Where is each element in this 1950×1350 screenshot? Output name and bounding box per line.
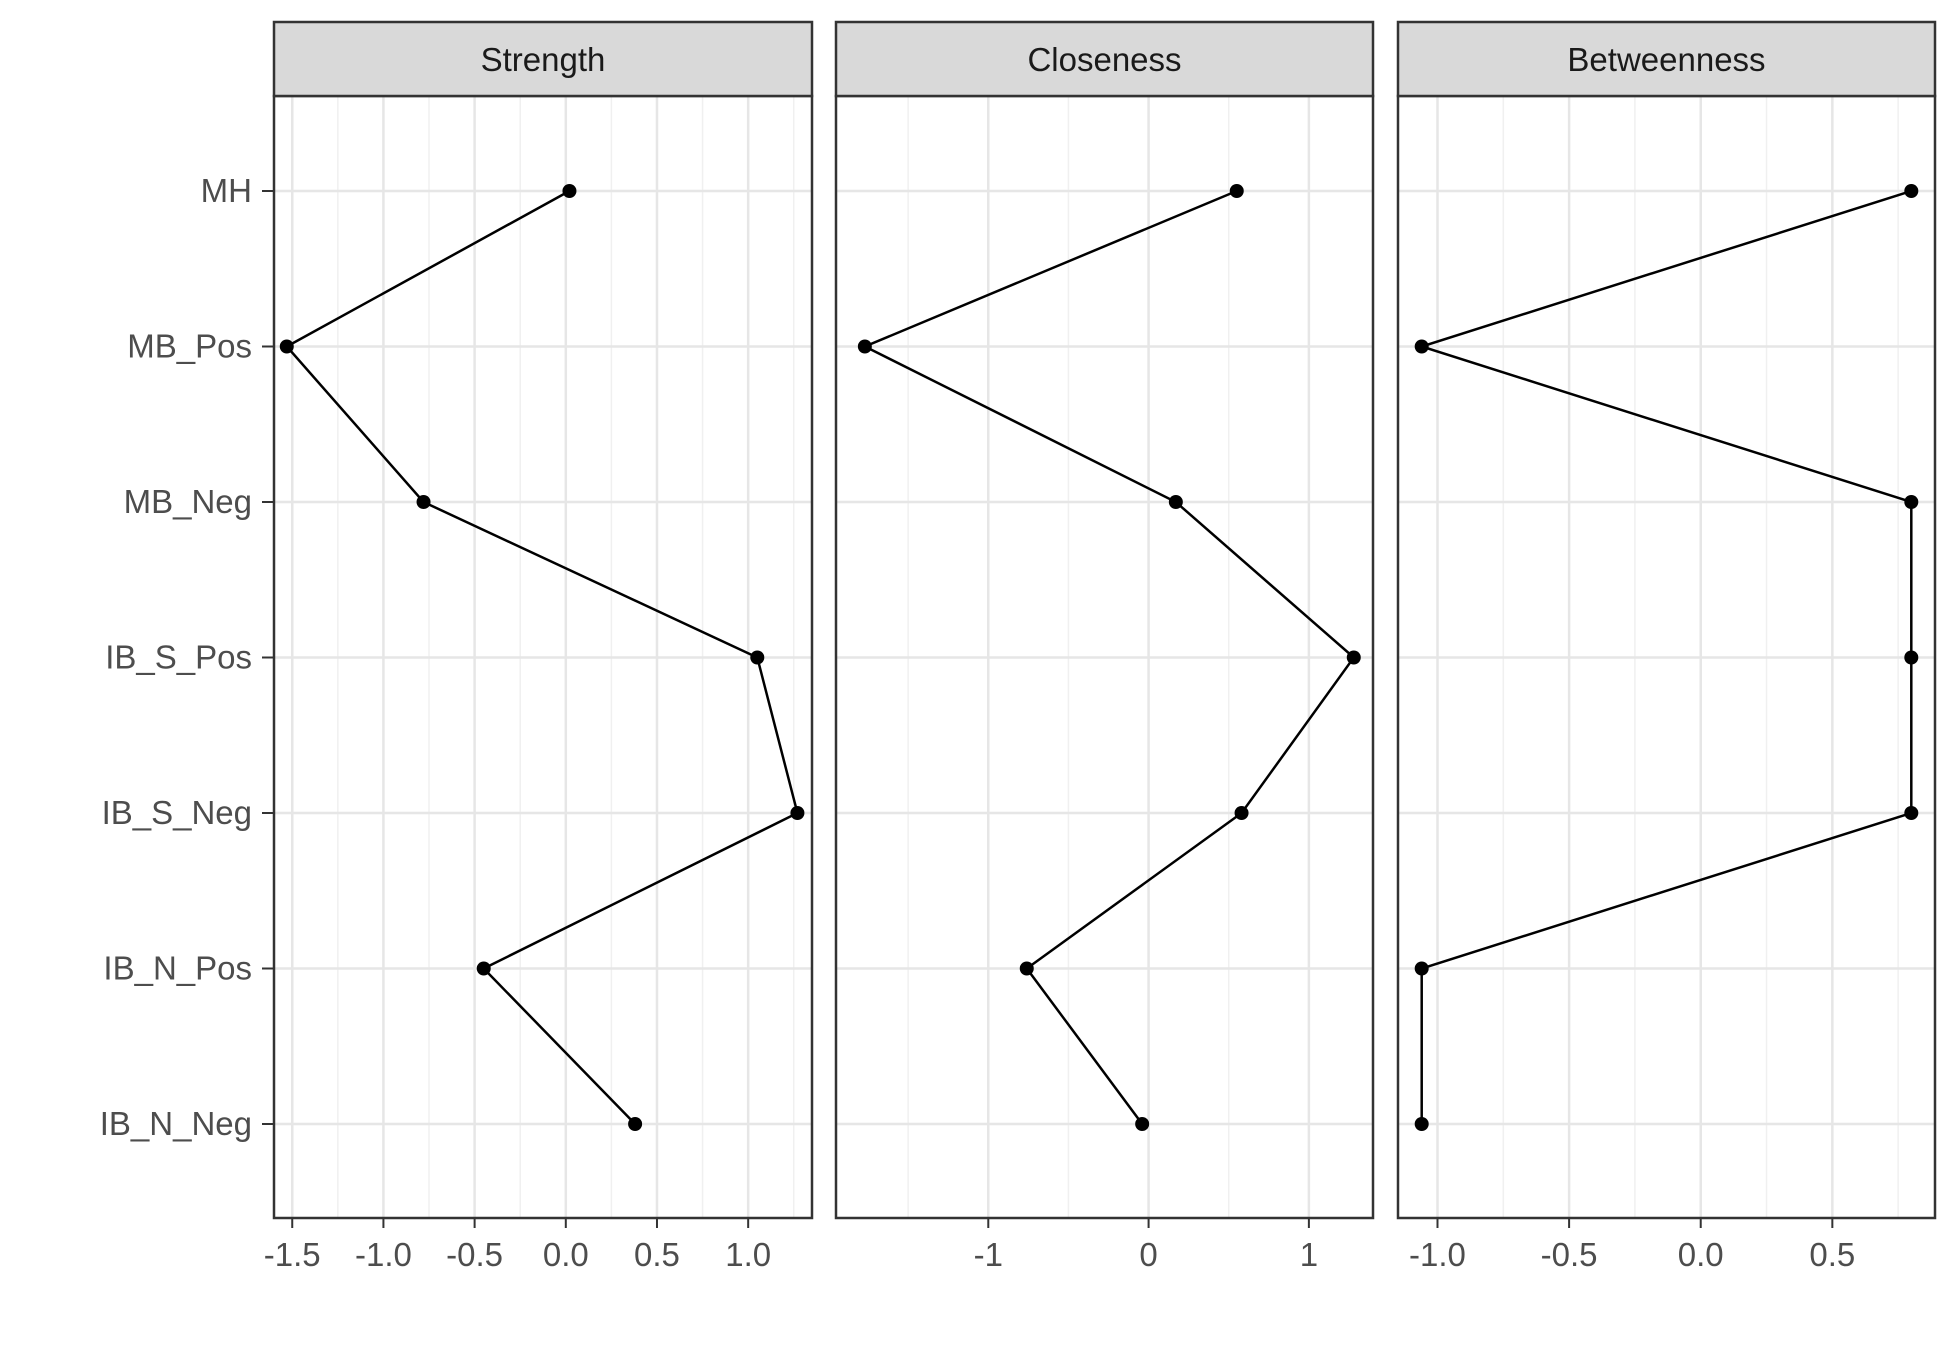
data-point [1904, 495, 1919, 509]
facet-strip [1396, 20, 1937, 98]
data-point [628, 1117, 643, 1131]
data-point [1229, 184, 1244, 198]
facet-strip-title: Betweenness [1567, 41, 1765, 78]
x-tick-label: 0.0 [543, 1236, 589, 1273]
data-point [1346, 650, 1361, 665]
facet-strip-title: Closeness [1027, 41, 1181, 78]
x-tick-label: -0.5 [1541, 1236, 1598, 1273]
facet-panel-betweenness: Betweenness -1.0 -0.5 0.0 0.5 [1396, 20, 1937, 1273]
data-point [1904, 806, 1919, 820]
y-tick-label: MB_Neg [124, 483, 252, 520]
data-point [1414, 339, 1429, 354]
data-point [1168, 495, 1183, 509]
x-tick-label: 0 [1139, 1236, 1157, 1273]
data-point [1904, 184, 1919, 198]
data-point [750, 650, 765, 665]
data-point [1414, 1117, 1429, 1131]
data-point [1135, 1117, 1150, 1131]
y-tick-label: IB_S_Neg [102, 794, 252, 831]
x-tick-label: -1.5 [264, 1236, 321, 1273]
y-tick-label: IB_N_Neg [100, 1105, 252, 1142]
data-point [1234, 806, 1249, 820]
data-point [416, 495, 431, 509]
y-tick-label: IB_S_Pos [105, 639, 252, 676]
x-tick-label: 1.0 [725, 1236, 771, 1273]
data-point [1019, 961, 1034, 976]
y-tick-label: IB_N_Pos [103, 950, 252, 987]
facet-strip-title: Strength [481, 41, 606, 78]
x-tick-label: -0.5 [446, 1236, 503, 1273]
facet-strip [834, 20, 1375, 98]
facet-strip [272, 20, 814, 98]
x-tick-label: 1 [1300, 1236, 1318, 1273]
x-tick-label: 0.5 [1809, 1236, 1855, 1273]
y-axis: MH MB_Pos MB_Neg IB_S_Pos IB_S_Neg IB_N_Pos IB… [100, 172, 274, 1142]
x-tick-label: 0.5 [634, 1236, 680, 1273]
data-point [857, 339, 872, 354]
data-point [562, 184, 577, 198]
y-tick-label: MB_Pos [127, 328, 252, 365]
x-tick-label: -1 [974, 1236, 1003, 1273]
data-point [279, 339, 294, 354]
data-point [476, 961, 491, 976]
y-tick-label: MH [201, 172, 252, 209]
data-point [1414, 961, 1429, 976]
x-tick-label: 0.0 [1678, 1236, 1724, 1273]
data-point [1904, 650, 1919, 665]
data-point [790, 806, 805, 820]
facet-panel-closeness: Closeness -1 0 1 [834, 20, 1375, 1273]
facet-panel-strength: Strength -1.5 -1.0 -0.5 0.0 0.5 1.0 [264, 20, 814, 1273]
x-tick-label: -1.0 [355, 1236, 412, 1273]
x-tick-label: -1.0 [1409, 1236, 1466, 1273]
